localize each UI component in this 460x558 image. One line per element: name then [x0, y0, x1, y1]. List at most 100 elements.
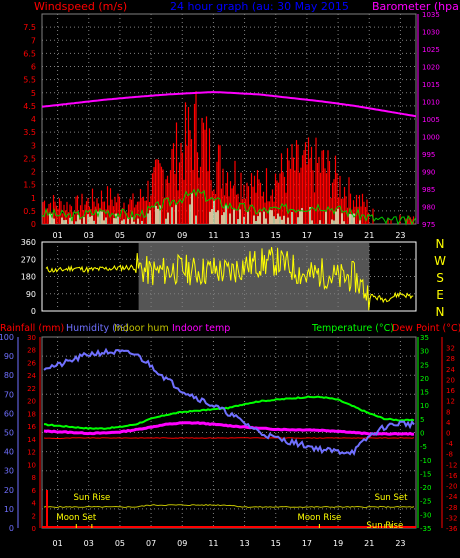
hour-tick: 17	[302, 231, 312, 240]
humidity-tick: 70	[4, 390, 14, 399]
direction-tick: 0	[31, 307, 36, 316]
legend-entry: Humidity (%)	[66, 323, 129, 334]
hour-tick: 11	[208, 231, 218, 240]
compass-letter: W	[434, 254, 446, 268]
temp-tick: -20	[420, 484, 431, 492]
hour-tick: 19	[333, 231, 343, 240]
wind-bars	[42, 91, 415, 224]
temp-tick: 5	[420, 416, 424, 424]
wind-tick: 4.5	[23, 102, 36, 111]
humidity-tick: 40	[4, 448, 14, 457]
wind-lines	[41, 91, 417, 226]
wind-tick: 7	[31, 36, 36, 45]
hour-tick: 09	[177, 231, 187, 240]
baro-tick: 995	[422, 151, 435, 159]
hour-tick: 11	[208, 539, 218, 548]
wind-tick: 1	[31, 194, 36, 203]
dew-tick: -24	[446, 493, 458, 501]
dew-tick: 28	[446, 355, 455, 363]
rain-tick: 30	[27, 334, 36, 342]
rain-tick: 22	[27, 385, 36, 393]
hour-tick: 13	[239, 539, 249, 548]
compass-letter: E	[436, 288, 444, 302]
humidity-tick: 90	[4, 352, 14, 361]
direction-line	[45, 247, 414, 311]
hour-tick: 03	[84, 539, 94, 548]
rain-tick: 8	[32, 474, 36, 482]
temp-tick: -30	[420, 511, 431, 519]
hour-tick: 21	[364, 539, 374, 548]
baro-tick: 975	[422, 221, 435, 229]
wind-tick: 7.5	[23, 23, 36, 32]
dew-tick: -4	[446, 440, 454, 448]
rain-tick: 28	[27, 347, 36, 355]
rain-tick: 26	[27, 359, 36, 367]
baro-tick: 1025	[422, 46, 440, 54]
humidity-tick: 10	[4, 505, 14, 514]
temp-tick: -35	[420, 525, 431, 533]
baro-tick: 1030	[422, 29, 440, 37]
legend-entry: Indoor hum	[114, 323, 169, 334]
dew-tick: -20	[446, 483, 457, 491]
baro-tick: 980	[422, 204, 435, 212]
dew-tick: 20	[446, 376, 455, 384]
hour-tick: 13	[239, 231, 249, 240]
wind-panel	[41, 13, 417, 225]
rain-tick: 0	[32, 525, 36, 533]
dew-tick: -32	[446, 514, 457, 522]
hour-tick: 15	[271, 231, 281, 240]
dew-tick: 4	[446, 419, 451, 427]
temp-tick: 20	[420, 375, 429, 383]
direction-tick: 270	[21, 255, 36, 264]
chart-title: 24 hour graph (au: 30 May 2015	[170, 0, 349, 13]
temp-tick: -10	[420, 457, 431, 465]
wind-tick: 3.5	[23, 128, 36, 137]
wind-plot-area	[41, 13, 417, 225]
baro-tick: 1010	[422, 99, 440, 107]
temp-tick: 0	[420, 430, 424, 438]
rain-tick: 14	[27, 436, 36, 444]
dew-tick: 12	[446, 398, 455, 406]
wind-tick-labels: 0 0.5 1 1.5 2 2.5 3 3.5 4 4.5 5 5.5 6 6.5 7 7.5 975 980 98…	[23, 11, 440, 240]
dew-tick: 8	[446, 408, 450, 416]
baro-tick: 985	[422, 186, 435, 194]
wind-tick: 1.5	[23, 181, 36, 190]
hour-tick: 01	[52, 231, 62, 240]
wind-tick: 2.5	[23, 154, 36, 163]
humidity-tick: 60	[4, 409, 14, 418]
windspeed-axis-label: Windspeed (m/s)	[34, 0, 127, 13]
indoor-temp-line	[43, 421, 415, 436]
dew-tick: -28	[446, 504, 457, 512]
direction-plot	[42, 242, 416, 311]
hour-tick: 23	[395, 231, 405, 240]
barometer-line	[41, 91, 417, 118]
humidity-line	[43, 347, 415, 457]
rain-tick: 4	[32, 500, 37, 508]
annotation-label: Moon Set	[56, 513, 96, 523]
temp-tick: 15	[420, 389, 429, 397]
rain-tick: 18	[27, 410, 36, 418]
hour-tick: 07	[146, 539, 156, 548]
dew-tick: -16	[446, 472, 458, 480]
hour-tick: 17	[302, 539, 312, 548]
temp-tick: 35	[420, 334, 429, 342]
legend-entry: Indoor temp	[172, 323, 230, 334]
hour-tick: 09	[177, 539, 187, 548]
direction-tick: 180	[21, 273, 36, 282]
hour-tick: 03	[84, 231, 94, 240]
annotation-label: Moon Rise	[298, 513, 342, 523]
dew-tick: 16	[446, 387, 455, 395]
humidity-tick: 0	[9, 524, 14, 533]
wind-tick: 6	[31, 63, 36, 72]
temp-tick: 25	[420, 361, 429, 369]
temp-lines	[42, 347, 416, 528]
wind-tick: 5	[31, 89, 36, 98]
dew-point-line	[43, 437, 415, 440]
humidity-tick: 50	[4, 429, 14, 438]
dew-tick: 0	[446, 430, 450, 438]
hour-tick: 07	[146, 231, 156, 240]
indoor-hum-line	[43, 503, 415, 509]
